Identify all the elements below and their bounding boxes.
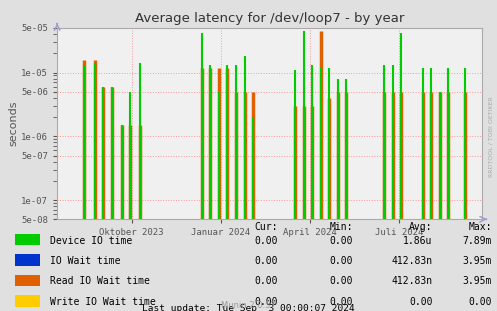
Text: 412.83n: 412.83n bbox=[391, 256, 432, 266]
Text: Device IO time: Device IO time bbox=[50, 236, 132, 246]
Text: 1.86u: 1.86u bbox=[403, 236, 432, 246]
FancyBboxPatch shape bbox=[15, 234, 40, 245]
Text: 0.00: 0.00 bbox=[255, 276, 278, 286]
Title: Average latency for /dev/loop7 - by year: Average latency for /dev/loop7 - by year bbox=[135, 12, 405, 26]
Text: Cur:: Cur: bbox=[255, 222, 278, 232]
FancyBboxPatch shape bbox=[15, 254, 40, 266]
Text: IO Wait time: IO Wait time bbox=[50, 256, 120, 266]
Text: 7.89m: 7.89m bbox=[463, 236, 492, 246]
Text: 0.00: 0.00 bbox=[330, 297, 353, 307]
Text: 3.95m: 3.95m bbox=[463, 276, 492, 286]
Text: 3.95m: 3.95m bbox=[463, 256, 492, 266]
Text: 0.00: 0.00 bbox=[255, 297, 278, 307]
FancyBboxPatch shape bbox=[15, 295, 40, 307]
FancyBboxPatch shape bbox=[15, 275, 40, 286]
Text: 0.00: 0.00 bbox=[255, 256, 278, 266]
Text: Max:: Max: bbox=[469, 222, 492, 232]
Text: RRDTOOL / TOBI OETIKER: RRDTOOL / TOBI OETIKER bbox=[489, 96, 494, 177]
Text: Munin 2.0.57: Munin 2.0.57 bbox=[221, 301, 276, 310]
Text: 0.00: 0.00 bbox=[330, 236, 353, 246]
Y-axis label: seconds: seconds bbox=[8, 101, 18, 146]
Text: Read IO Wait time: Read IO Wait time bbox=[50, 276, 150, 286]
Text: 412.83n: 412.83n bbox=[391, 276, 432, 286]
Text: Last update: Tue Sep  3 00:00:07 2024: Last update: Tue Sep 3 00:00:07 2024 bbox=[142, 304, 355, 311]
Text: 0.00: 0.00 bbox=[409, 297, 432, 307]
Text: Avg:: Avg: bbox=[409, 222, 432, 232]
Text: Write IO Wait time: Write IO Wait time bbox=[50, 297, 156, 307]
Text: 0.00: 0.00 bbox=[330, 256, 353, 266]
Text: Min:: Min: bbox=[330, 222, 353, 232]
Text: 0.00: 0.00 bbox=[469, 297, 492, 307]
Text: 0.00: 0.00 bbox=[255, 236, 278, 246]
Text: 0.00: 0.00 bbox=[330, 276, 353, 286]
